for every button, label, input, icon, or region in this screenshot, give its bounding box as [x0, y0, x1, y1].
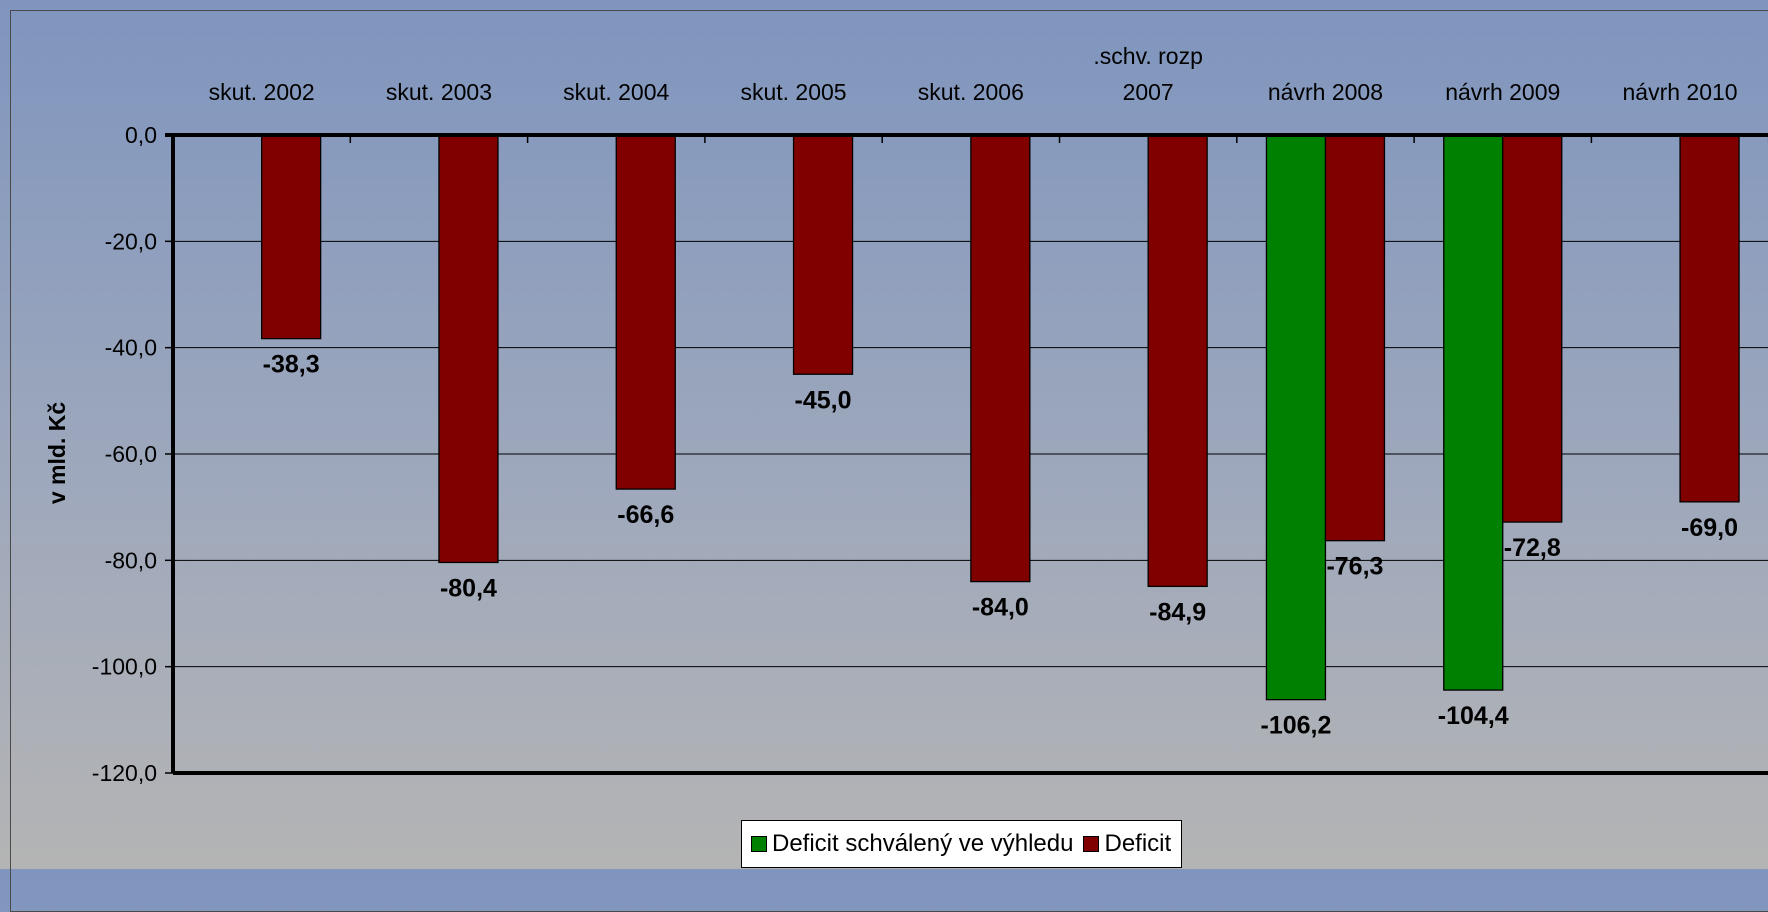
category-label: skut. 2003 — [386, 79, 492, 105]
legend-item-deficit: Deficit — [1083, 830, 1171, 858]
y-tick-label: -60,0 — [105, 441, 157, 467]
y-tick-label: -100,0 — [92, 654, 157, 680]
category-label: skut. 2005 — [740, 79, 846, 105]
category-label: návrh 2009 — [1445, 79, 1560, 105]
category-label: návrh 2010 — [1623, 79, 1738, 105]
data-label: -76,3 — [1326, 553, 1383, 581]
data-label: -104,4 — [1438, 702, 1509, 730]
data-label: -84,9 — [1149, 598, 1206, 626]
labels: 0,0 -20,0 -40,0 -60,0 -80,0 -100,0 -120,0 -38,3… — [92, 43, 1738, 786]
bar-deficit — [970, 134, 1031, 583]
y-tick-label: -80,0 — [105, 547, 157, 573]
legend: Deficit schválený ve výhledu Deficit — [741, 820, 1183, 868]
axes — [165, 133, 1768, 775]
category-label: návrh 2008 — [1268, 79, 1383, 105]
category-label: skut. 2006 — [918, 79, 1024, 105]
data-label: -80,4 — [440, 574, 497, 602]
data-label: -66,6 — [617, 501, 674, 529]
bar-deficit — [260, 134, 322, 340]
bar-deficit — [438, 134, 499, 564]
category-label: .schv. rozp — [1093, 43, 1203, 69]
data-label: -84,0 — [972, 594, 1029, 622]
legend-swatch-green — [751, 836, 767, 852]
y-axis-title: v mld. Kč — [44, 402, 70, 504]
bar-deficit — [792, 134, 854, 375]
bar-deficit — [1502, 134, 1563, 523]
bar-deficit — [615, 134, 676, 490]
data-label: -72,8 — [1504, 534, 1561, 562]
bars — [260, 134, 1740, 701]
bar-approved-deficit — [1265, 134, 1327, 701]
data-label: -38,3 — [263, 351, 320, 379]
bar-approved-deficit — [1443, 134, 1504, 691]
category-label: skut. 2002 — [209, 79, 315, 105]
y-tick-label: -20,0 — [105, 228, 157, 254]
legend-label: Deficit schválený ve výhledu — [772, 830, 1074, 857]
bar-deficit — [1679, 134, 1740, 503]
legend-swatch-red — [1083, 836, 1100, 852]
category-label: 2007 — [1123, 79, 1174, 105]
y-tick-label: 0,0 — [125, 122, 157, 148]
category-label: skut. 2004 — [563, 79, 669, 105]
data-label: -45,0 — [795, 386, 852, 414]
data-label: -106,2 — [1261, 712, 1332, 740]
bar-chart: 0,0 -20,0 -40,0 -60,0 -80,0 -100,0 -120,0 -38,3… — [44, 43, 1768, 786]
bar-deficit — [1147, 134, 1208, 588]
y-tick-label: -40,0 — [105, 335, 157, 361]
legend-label: Deficit — [1104, 830, 1172, 857]
data-label: -69,0 — [1681, 514, 1738, 542]
bar-deficit — [1324, 134, 1386, 542]
y-tick-label: -120,0 — [92, 760, 157, 786]
legend-item-approved-deficit: Deficit schválený ve výhledu — [751, 830, 1073, 858]
